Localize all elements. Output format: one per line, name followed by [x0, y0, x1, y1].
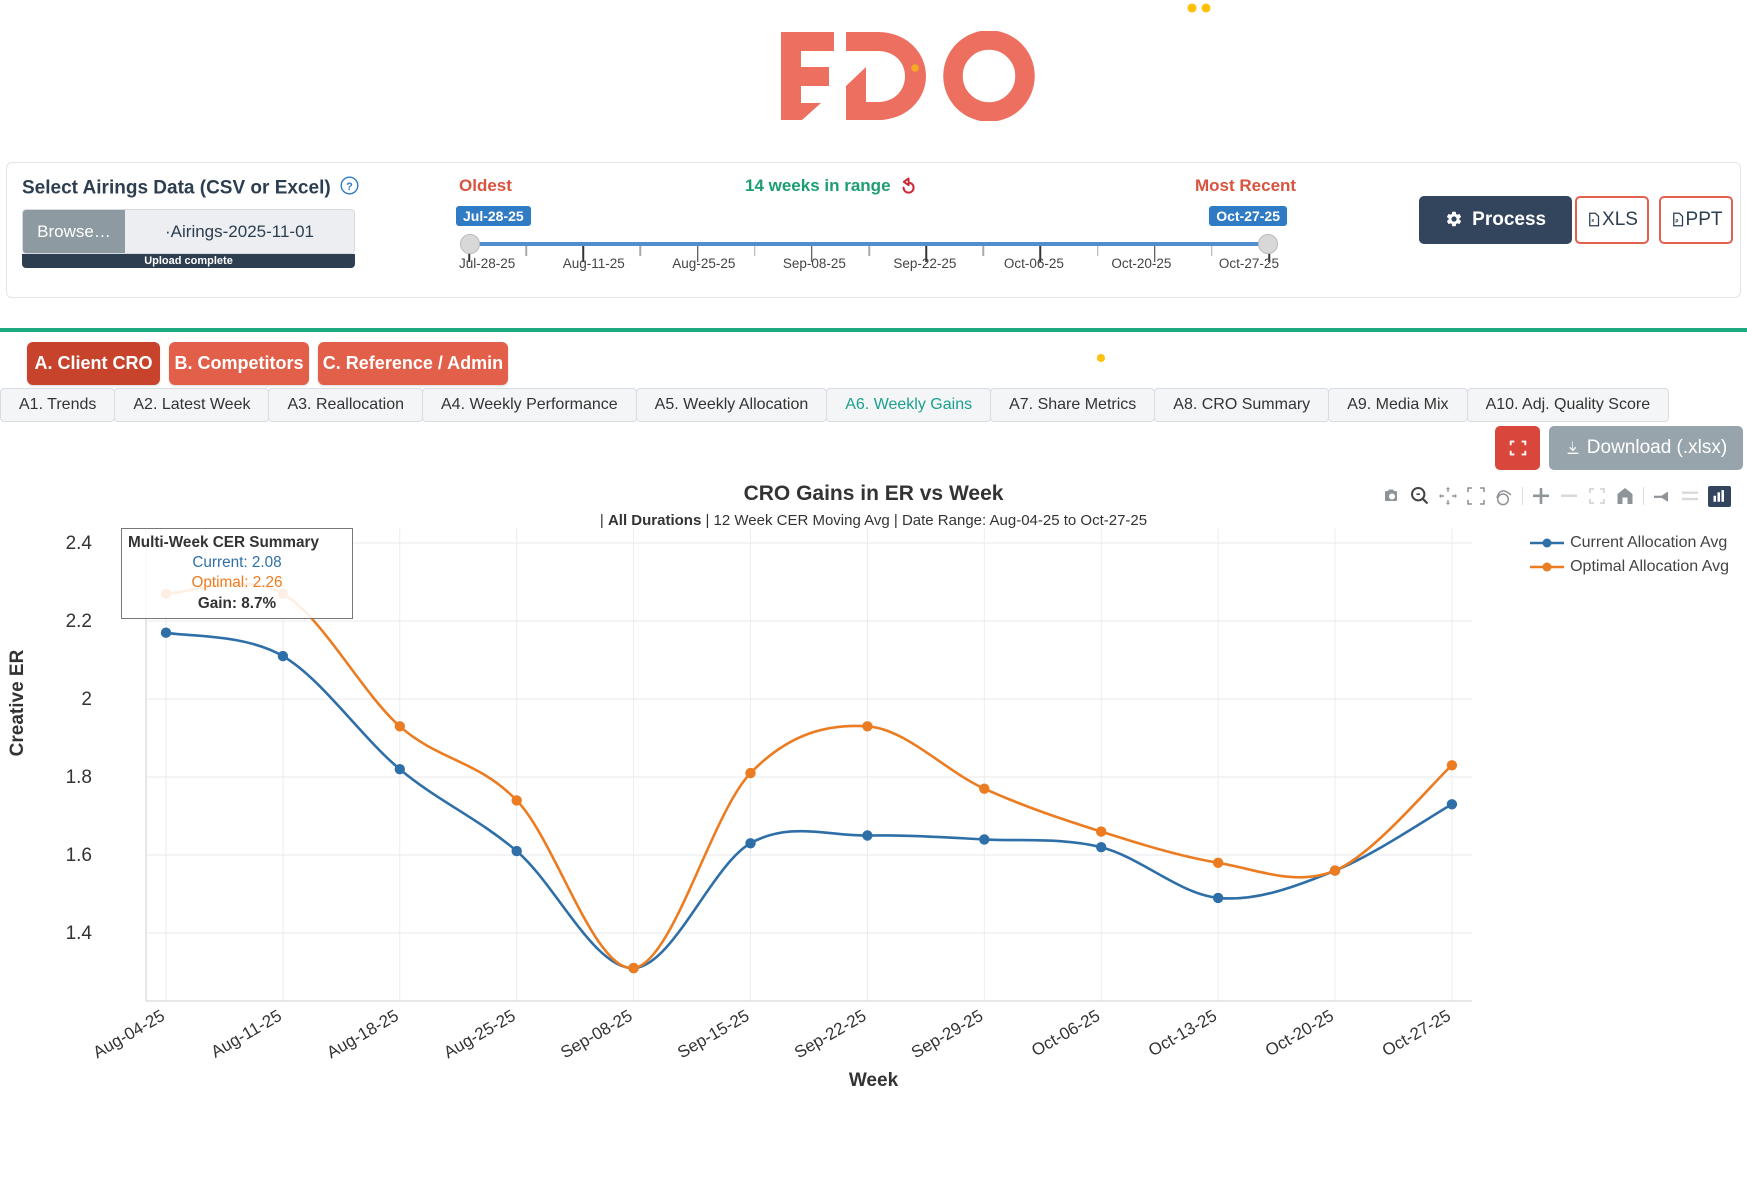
svg-text:2.4: 2.4	[66, 533, 93, 554]
svg-text:Aug-25-25: Aug-25-25	[440, 1006, 518, 1062]
svg-text:Sep-29-25: Sep-29-25	[908, 1006, 986, 1062]
svg-text:Aug-04-25: Aug-04-25	[90, 1006, 168, 1062]
svg-text:Sep-22-25: Sep-22-25	[791, 1006, 869, 1062]
svg-text:p: p	[1675, 218, 1678, 224]
svg-text:Aug-11-25: Aug-11-25	[208, 1006, 285, 1062]
svg-text:1.4: 1.4	[66, 923, 93, 944]
svg-text:2.2: 2.2	[66, 611, 92, 632]
svg-text:Oct-27-25: Oct-27-25	[1379, 1006, 1454, 1060]
svg-text:Oct-13-25: Oct-13-25	[1145, 1006, 1220, 1060]
svg-text:Sep-08-25: Sep-08-25	[557, 1006, 635, 1062]
svg-text:1.6: 1.6	[66, 845, 92, 866]
svg-text:Aug-18-25: Aug-18-25	[324, 1006, 402, 1062]
svg-text:Oct-20-25: Oct-20-25	[1262, 1006, 1337, 1060]
svg-text:?: ?	[346, 181, 353, 193]
svg-text:Sep-15-25: Sep-15-25	[674, 1006, 752, 1062]
svg-text:1.8: 1.8	[66, 767, 92, 788]
svg-text:x: x	[1591, 218, 1594, 224]
svg-text:Oct-06-25: Oct-06-25	[1028, 1006, 1103, 1060]
svg-text:2: 2	[81, 689, 92, 710]
